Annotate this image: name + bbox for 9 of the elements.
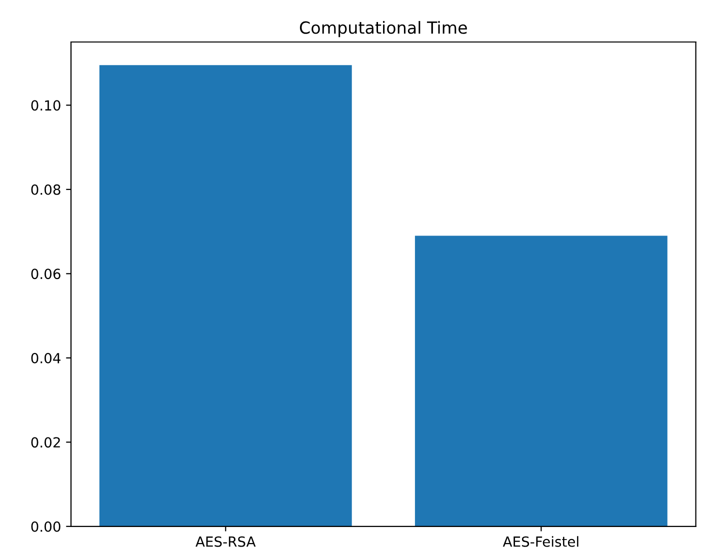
x-tick-label: AES-Feistel — [502, 536, 578, 547]
y-tick-label: 0.00 — [31, 521, 60, 532]
y-tick-label: 0.06 — [31, 268, 60, 280]
y-tick-label: 0.10 — [31, 100, 60, 111]
chart-title: Computational Time — [300, 21, 467, 38]
y-tick-label: 0.02 — [31, 437, 60, 448]
y-tick-label: 0.04 — [31, 352, 60, 364]
y-tick-label: 0.08 — [31, 184, 60, 195]
x-tick-label: AES-RSA — [196, 536, 256, 547]
